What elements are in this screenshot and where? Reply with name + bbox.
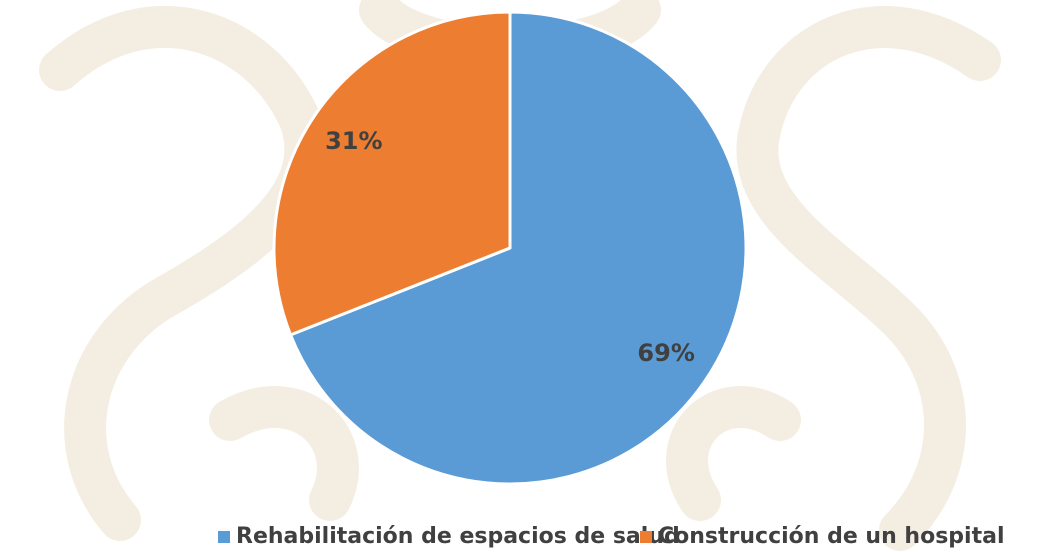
pie-slice (289, 10, 748, 486)
legend-swatch (640, 531, 652, 543)
pie-slice (272, 10, 512, 337)
legend-swatch (218, 531, 230, 543)
data-label: 31% (325, 127, 382, 155)
decor-shape (666, 386, 801, 521)
decor-shape (39, 5, 327, 541)
decor-shape (736, 6, 1001, 551)
legend-label: Rehabilitación de espacios de salud (236, 524, 680, 549)
decor-shape (209, 386, 359, 521)
data-label: 69% (637, 339, 694, 367)
legend-label: Construcción de un hospital (658, 524, 1004, 549)
